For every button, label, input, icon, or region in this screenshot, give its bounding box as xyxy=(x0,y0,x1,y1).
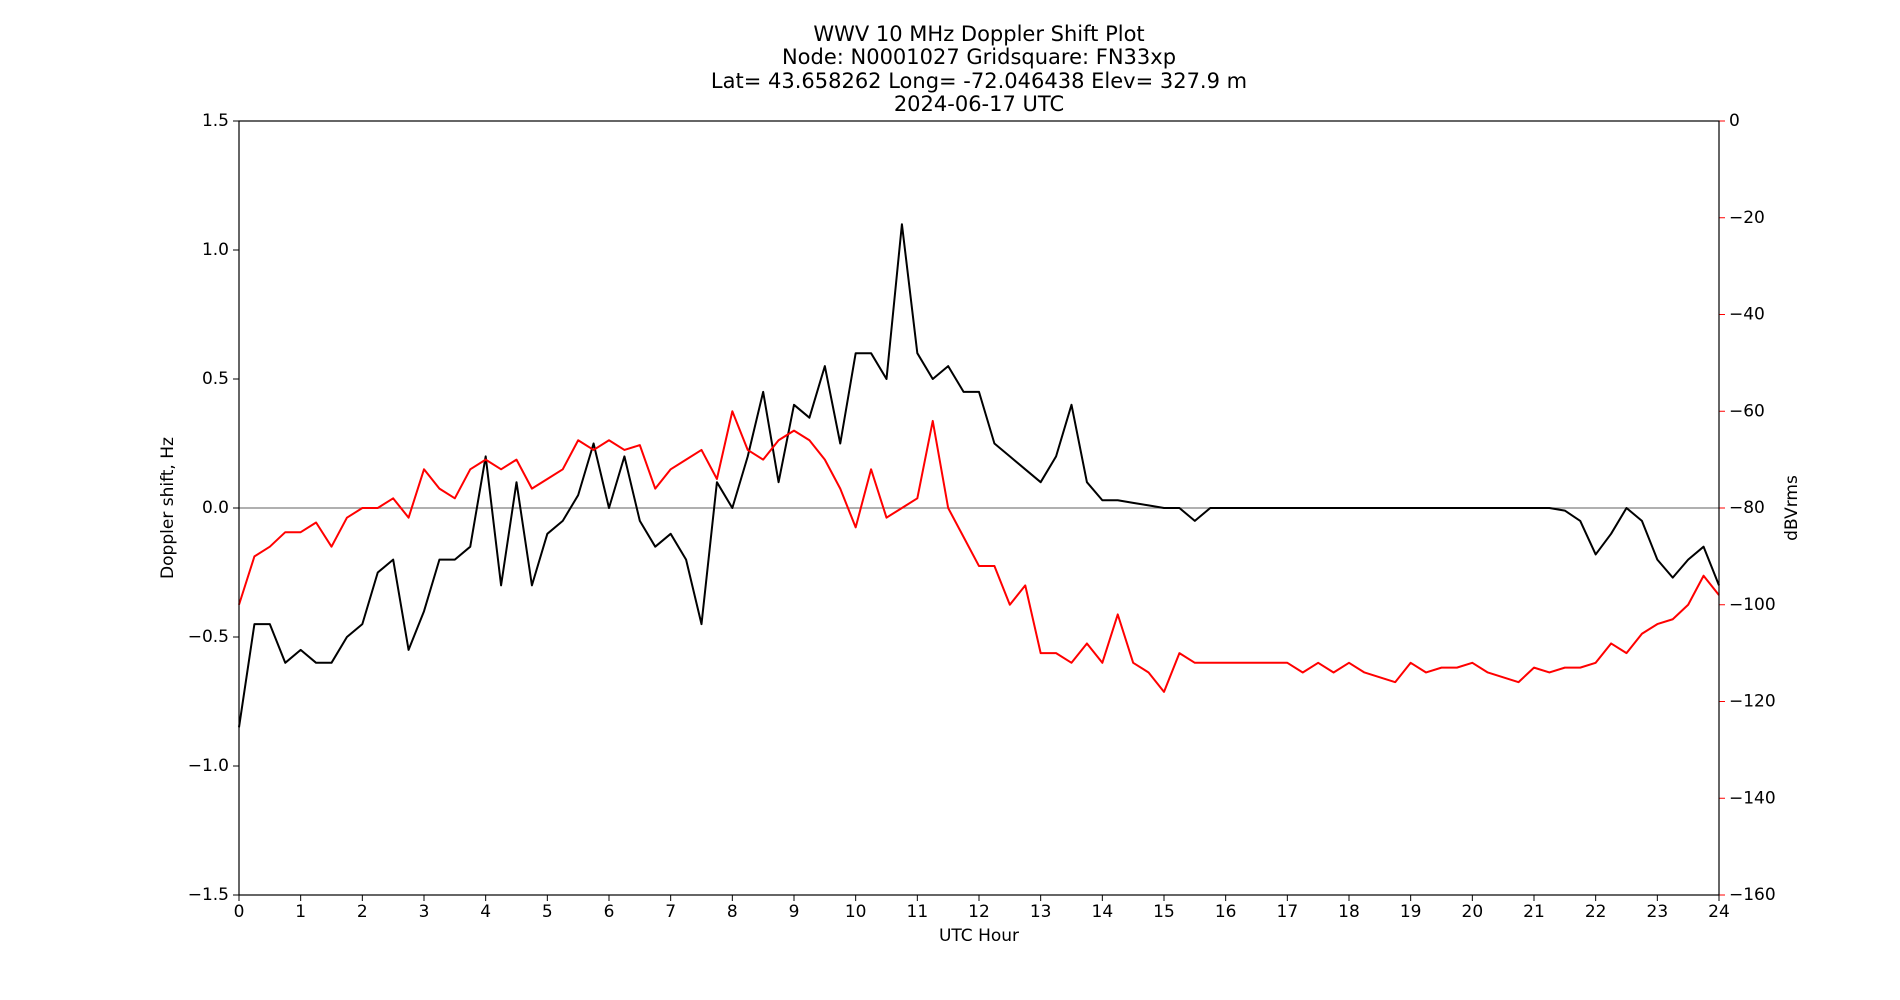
y-tick-label: −0.5 xyxy=(188,627,229,647)
y2-tick-label: −40 xyxy=(1729,305,1765,325)
chart-title: WWV 10 MHz Doppler Shift Plot xyxy=(813,22,1144,46)
y-tick-label: 0.5 xyxy=(202,369,229,389)
data-line xyxy=(238,410,1720,693)
x-tick-label: 0 xyxy=(234,902,245,922)
x-tick-label: 4 xyxy=(480,902,491,922)
x-tick-label: 16 xyxy=(1215,902,1237,922)
x-tick-label: 9 xyxy=(789,902,800,922)
x-tick-label: 21 xyxy=(1523,902,1545,922)
y-tick-label: −1.0 xyxy=(188,756,229,776)
y-tick-label: −1.5 xyxy=(188,885,229,905)
y2-tick-label: −160 xyxy=(1729,885,1776,905)
chart-subtitle: Lat= 43.658262 Long= -72.046438 Elev= 32… xyxy=(711,69,1247,93)
x-axis-label: UTC Hour xyxy=(939,926,1019,946)
y-tick-label: 0.0 xyxy=(202,498,229,518)
chart-subtitle: 2024-06-17 UTC xyxy=(894,92,1064,116)
x-tick-label: 11 xyxy=(907,902,929,922)
y2-tick-label: −60 xyxy=(1729,401,1765,421)
x-tick-label: 18 xyxy=(1338,902,1360,922)
y2-tick-label: −80 xyxy=(1729,498,1765,518)
y-tick-label: 1.0 xyxy=(202,240,229,260)
x-tick-label: 3 xyxy=(419,902,430,922)
x-tick-label: 15 xyxy=(1153,902,1175,922)
y-axis-label: Doppler shift, Hz xyxy=(158,437,178,579)
y2-axis-label: dBVrms xyxy=(1782,475,1802,541)
x-tick-label: 23 xyxy=(1647,902,1669,922)
x-tick-label: 14 xyxy=(1092,902,1114,922)
x-tick-label: 17 xyxy=(1277,902,1299,922)
x-tick-label: 5 xyxy=(542,902,553,922)
x-tick-label: 6 xyxy=(604,902,615,922)
x-tick-label: 1 xyxy=(295,902,306,922)
x-tick-label: 20 xyxy=(1462,902,1484,922)
y2-tick-label: −20 xyxy=(1729,208,1765,228)
x-tick-label: 10 xyxy=(845,902,867,922)
x-tick-label: 7 xyxy=(665,902,676,922)
x-tick-label: 8 xyxy=(727,902,738,922)
y2-tick-label: 0 xyxy=(1729,111,1740,131)
x-tick-label: 2 xyxy=(357,902,368,922)
x-tick-label: 19 xyxy=(1400,902,1422,922)
y-tick-label: 1.5 xyxy=(202,111,229,131)
x-tick-label: 13 xyxy=(1030,902,1052,922)
chart-subtitle: Node: N0001027 Gridsquare: FN33xp xyxy=(782,45,1176,69)
x-tick-label: 22 xyxy=(1585,902,1607,922)
plot-frame xyxy=(238,120,1720,896)
y2-tick-label: −140 xyxy=(1729,788,1776,808)
x-tick-label: 24 xyxy=(1708,902,1730,922)
data-line xyxy=(238,223,1720,728)
y2-tick-label: −120 xyxy=(1729,692,1776,712)
x-tick-label: 12 xyxy=(968,902,990,922)
y2-tick-label: −100 xyxy=(1729,595,1776,615)
